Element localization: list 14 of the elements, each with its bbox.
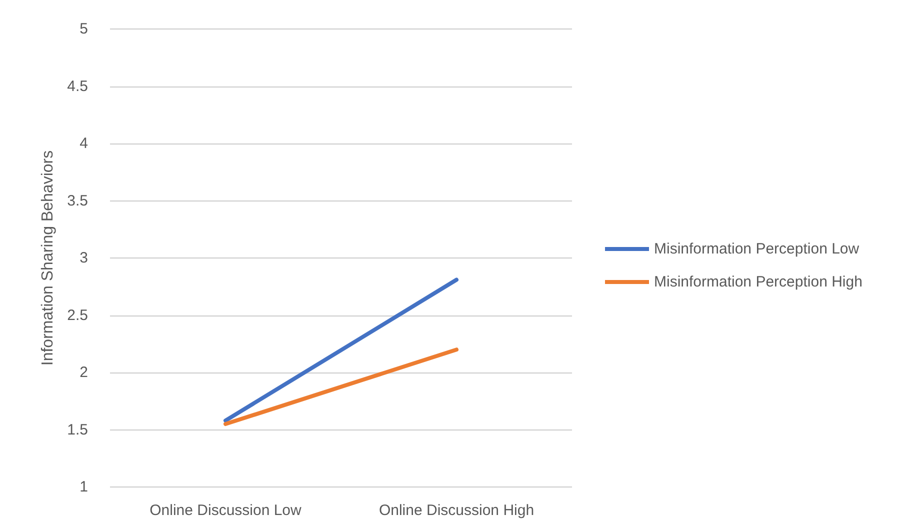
y-tick-label: 4.5 xyxy=(67,78,88,95)
y-tick-label: 4 xyxy=(80,135,88,152)
y-tick-label: 3.5 xyxy=(67,192,88,210)
y-tick-label: 1 xyxy=(80,478,88,496)
x-tick-label: Online Discussion High xyxy=(378,502,534,519)
legend-label: Misinformation Perception Low xyxy=(654,240,860,258)
y-tick-label: 2 xyxy=(80,364,88,381)
x-tick-label: Online Discussion Low xyxy=(150,502,302,519)
y-tick-label: 1.5 xyxy=(67,421,88,438)
y-tick-label: 2.5 xyxy=(67,306,88,324)
y-tick-label: 3 xyxy=(80,250,88,266)
y-tick-label: 5 xyxy=(80,20,88,38)
y-axis-title: Information Sharing Behaviors xyxy=(40,150,57,366)
legend-label: Misinformation Perception High xyxy=(654,274,862,290)
